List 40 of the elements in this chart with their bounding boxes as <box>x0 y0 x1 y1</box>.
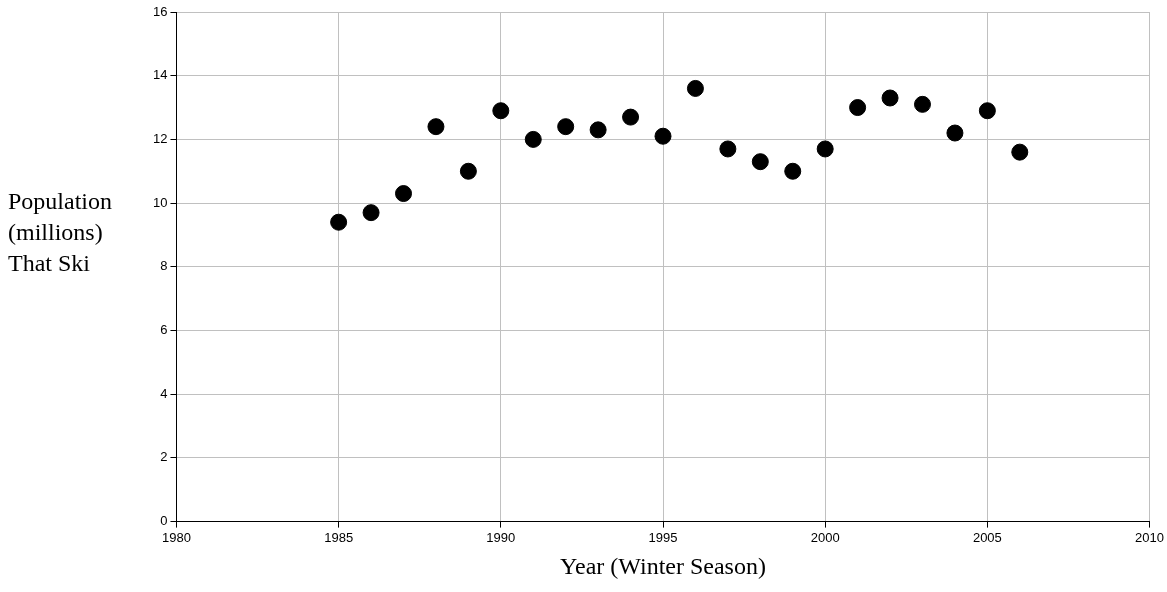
point <box>589 121 607 139</box>
point <box>557 118 575 136</box>
point <box>622 108 640 126</box>
point <box>751 153 769 171</box>
y-tick-label: 6 <box>160 322 168 338</box>
point <box>816 140 834 158</box>
x-tick-label: 1995 <box>648 529 678 545</box>
point <box>362 204 380 222</box>
y-tick-label: 14 <box>152 67 168 83</box>
x-tick-label: 1985 <box>324 529 354 545</box>
x-tick-label: 2000 <box>810 529 840 545</box>
point <box>719 140 737 158</box>
point <box>978 102 996 120</box>
point <box>524 130 542 148</box>
point <box>330 213 348 231</box>
y-axis-title: Population (millions) That Ski <box>8 187 113 278</box>
y-tick-label: 0 <box>160 513 168 529</box>
x-tick-label: 2005 <box>972 529 1002 545</box>
point <box>686 79 704 97</box>
y-tick-label: 10 <box>152 194 168 210</box>
point <box>395 185 413 203</box>
x-axis-title: Year (Winter Season) <box>560 552 766 579</box>
point <box>913 95 931 113</box>
y-tick-label: 16 <box>152 3 168 19</box>
point <box>492 102 510 120</box>
y-tick-label: 2 <box>160 449 168 465</box>
point <box>427 118 445 136</box>
point <box>784 162 802 180</box>
point <box>1011 143 1029 161</box>
point <box>881 89 899 107</box>
x-tick-label: 1990 <box>486 529 516 545</box>
point <box>654 127 672 145</box>
point <box>849 99 867 117</box>
x-tick-label: 2010 <box>1135 529 1164 545</box>
y-tick-label: 4 <box>160 385 168 401</box>
y-tick-label: 12 <box>152 130 168 146</box>
point <box>946 124 964 142</box>
y-tick-label: 8 <box>160 258 168 274</box>
point <box>459 162 477 180</box>
x-tick-label: 1980 <box>162 529 191 545</box>
